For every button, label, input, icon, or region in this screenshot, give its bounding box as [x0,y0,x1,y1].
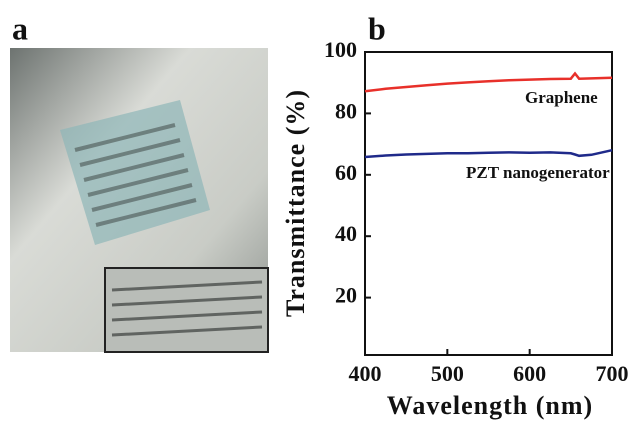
y-tick-label: 60 [335,160,357,185]
y-tick-label: 80 [335,98,357,123]
y-tick-label: 20 [335,283,357,308]
x-tick-label: 400 [349,361,382,386]
plot-frame [364,51,613,356]
y-tick-label: 40 [335,221,357,246]
series-line [364,71,613,93]
x-axis-title: Wavelength (nm) [387,391,593,420]
panel-label: a [12,10,28,46]
series-line [364,148,613,159]
y-axis-title: Transmittance (%) [281,89,310,317]
series-label: Graphene [525,88,598,107]
inset [104,267,269,353]
x-tick-label: 600 [513,361,546,386]
y-tick-label: 100 [324,37,357,62]
inset-pattern [111,280,263,337]
series-label: PZT nanogenerator [466,163,610,182]
x-tick-label: 700 [596,361,629,386]
photo [10,48,269,353]
panel-label: b [368,10,386,46]
x-tick-label: 500 [431,361,464,386]
electrode-pattern [74,123,197,227]
